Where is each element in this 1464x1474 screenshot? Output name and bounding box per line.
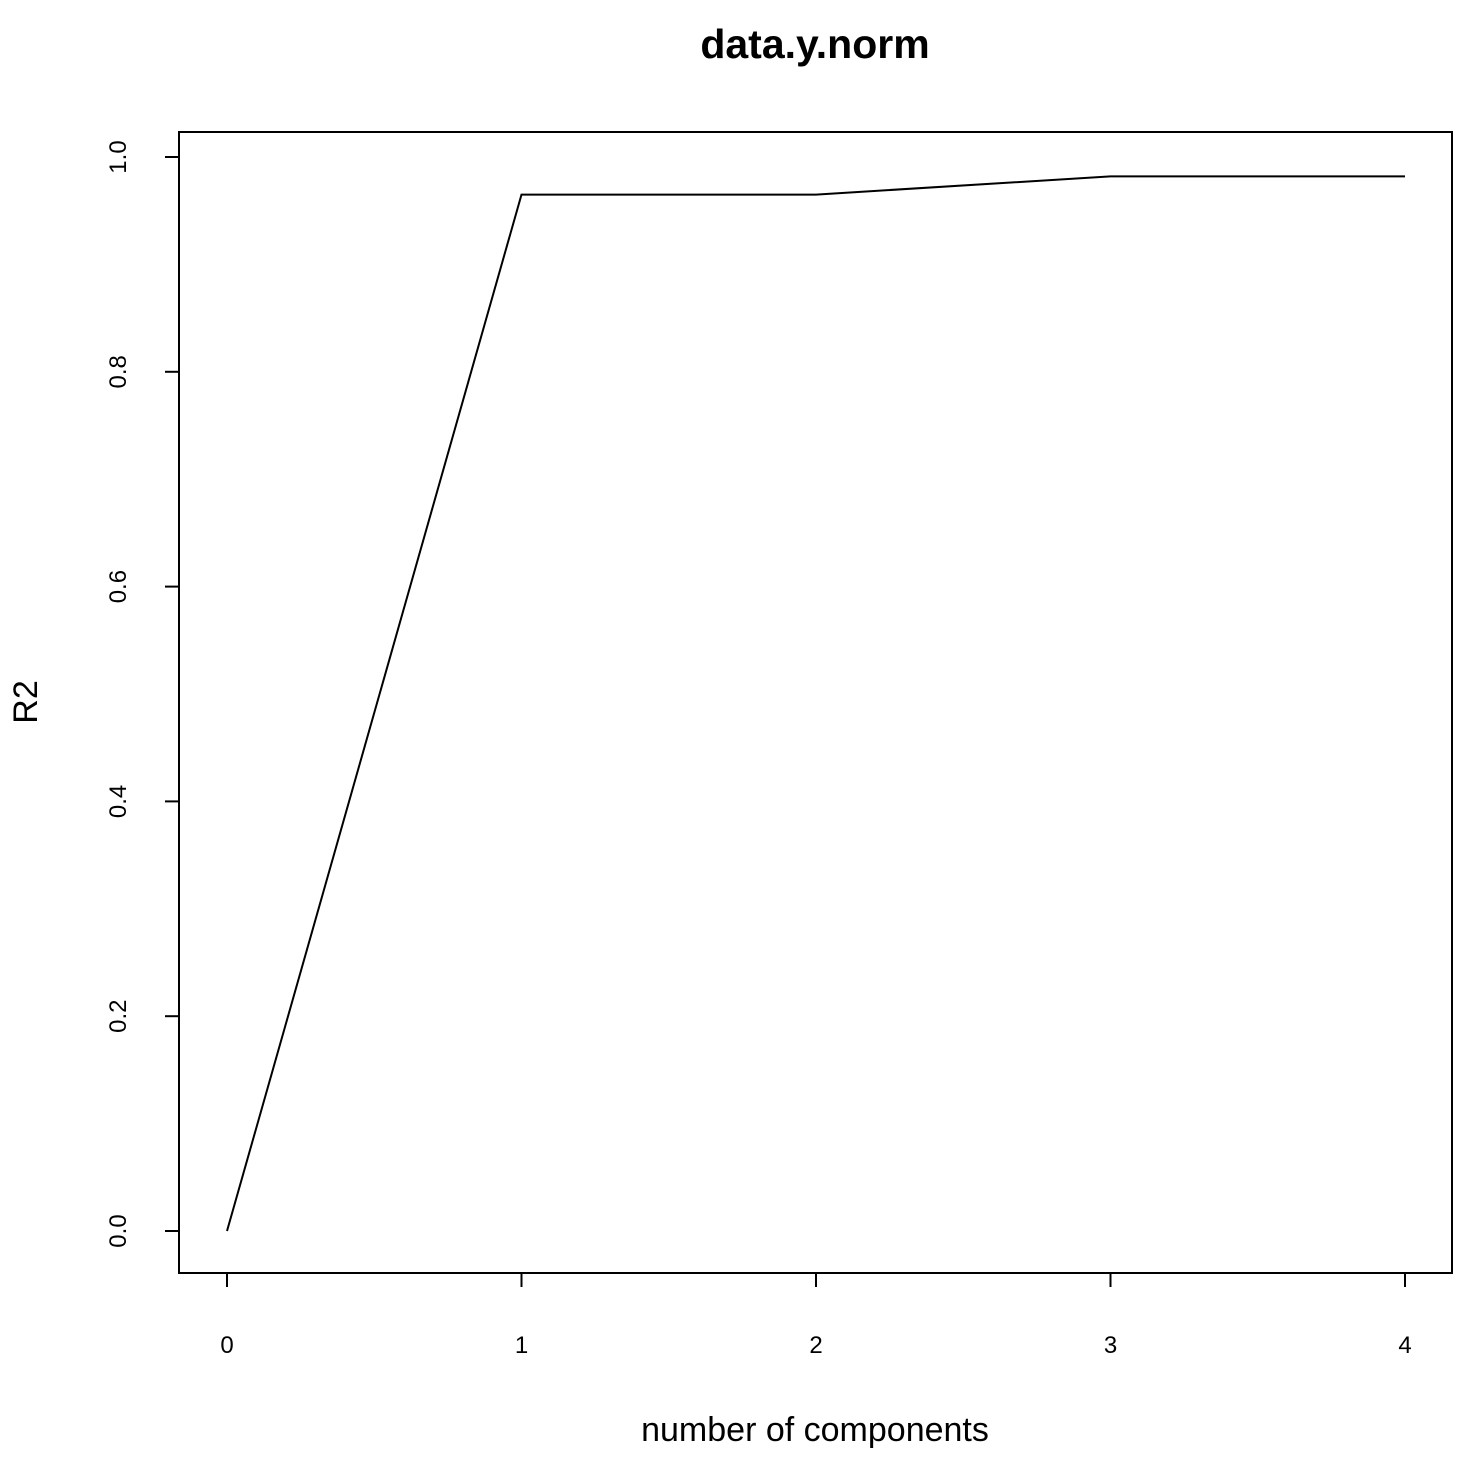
- y-axis: 0.0 0.2 0.4 0.6 0.8 1.0: [105, 140, 179, 1248]
- y-tick-label: 0.6: [105, 570, 132, 603]
- series-line: [226, 175, 1405, 1232]
- x-tick-label: 3: [1104, 1332, 1117, 1359]
- y-axis-label: R2: [7, 680, 45, 723]
- y-tick-label: 1.0: [105, 140, 132, 173]
- y-tick-label: 0.0: [105, 1214, 132, 1247]
- y-tick-label: 0.4: [105, 785, 132, 818]
- x-tick-label: 1: [515, 1332, 528, 1359]
- y-tick-label: 0.2: [105, 1000, 132, 1033]
- x-axis: 0 1 2 3 4: [220, 1273, 1412, 1359]
- x-tick-label: 0: [220, 1332, 233, 1359]
- x-tick-label: 2: [809, 1332, 822, 1359]
- x-tick-label: 4: [1398, 1332, 1411, 1359]
- chart-title: data.y.norm: [700, 21, 929, 67]
- x-axis-label: number of components: [641, 1411, 989, 1449]
- series-layer: [226, 175, 1405, 1232]
- plot-frame: [178, 131, 1453, 1274]
- y-tick-label: 0.8: [105, 355, 132, 388]
